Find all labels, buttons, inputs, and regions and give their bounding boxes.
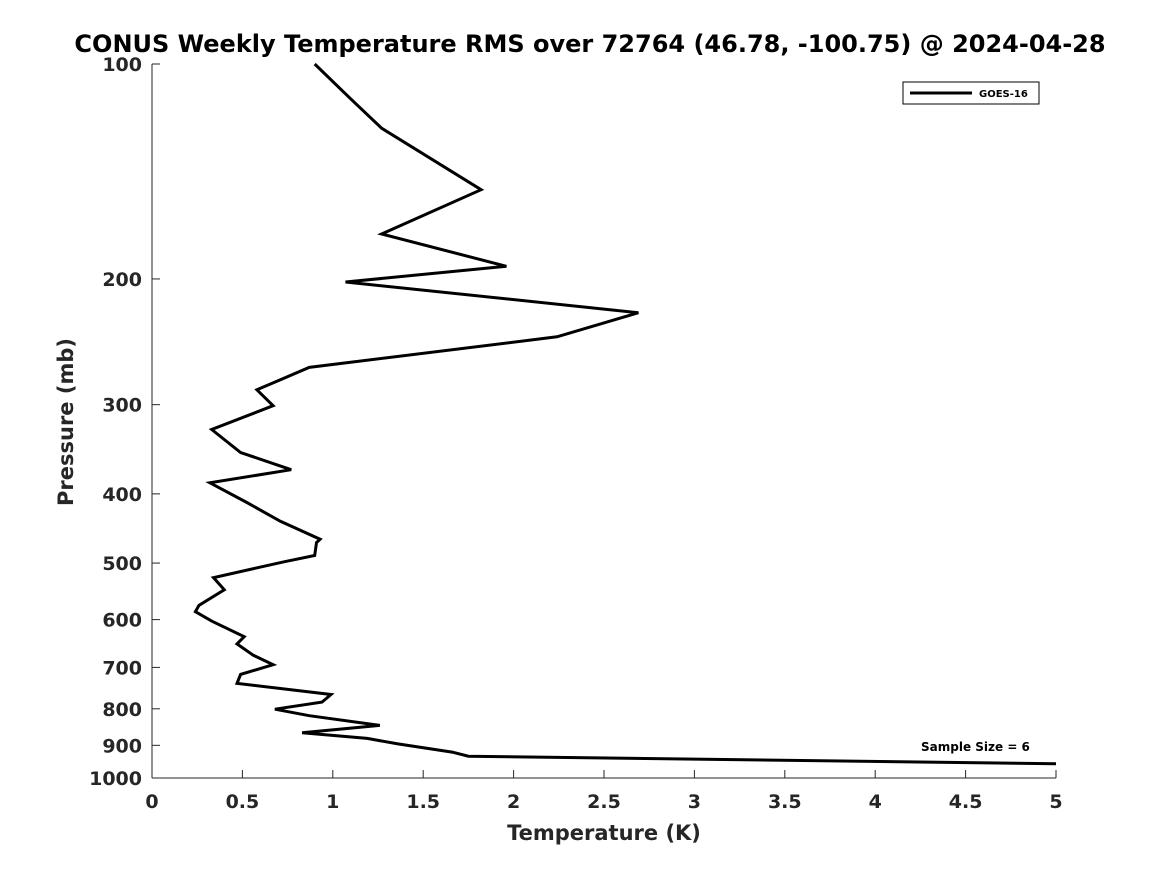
legend-label-goes16: GOES-16 bbox=[979, 89, 1028, 100]
y-tick-label: 500 bbox=[102, 553, 142, 575]
y-tick-label: 700 bbox=[102, 657, 142, 679]
y-tick-label: 200 bbox=[102, 269, 142, 291]
y-tick-label: 300 bbox=[102, 395, 142, 417]
x-tick-label: 3 bbox=[688, 791, 701, 813]
x-tick-label: 0.5 bbox=[226, 791, 260, 813]
x-tick-label: 1 bbox=[326, 791, 339, 813]
y-tick-label: 800 bbox=[102, 699, 142, 721]
y-tick-label: 600 bbox=[102, 610, 142, 632]
x-tick-label: 4.5 bbox=[949, 791, 983, 813]
y-tick-label: 400 bbox=[102, 484, 142, 506]
series-line-goes-16 bbox=[193, 62, 1057, 766]
legend: GOES-16 bbox=[902, 81, 1040, 105]
x-axis-label: Temperature (K) bbox=[507, 821, 701, 845]
sample-size-annotation: Sample Size = 6 bbox=[921, 740, 1030, 754]
y-tick-label: 900 bbox=[102, 735, 142, 757]
x-tick-label: 3.5 bbox=[768, 791, 802, 813]
y-tick-label: 100 bbox=[102, 54, 142, 76]
chart-title: CONUS Weekly Temperature RMS over 72764 … bbox=[74, 30, 1105, 58]
y-axis-ticks: 100 200 300 400 500 600 700 800 900 1000 bbox=[89, 54, 160, 790]
x-tick-label: 1.5 bbox=[406, 791, 440, 813]
series-lines bbox=[193, 62, 1057, 766]
x-tick-label: 0 bbox=[145, 791, 158, 813]
y-tick-label: 1000 bbox=[89, 768, 142, 790]
y-axis-label: Pressure (mb) bbox=[54, 338, 78, 506]
x-axis-ticks: 0 0.5 1 1.5 2 2.5 3 3.5 4 4.5 5 bbox=[145, 770, 1063, 813]
axes bbox=[151, 64, 1056, 779]
x-tick-label: 2.5 bbox=[587, 791, 621, 813]
x-tick-label: 2 bbox=[507, 791, 520, 813]
x-tick-label: 4 bbox=[869, 791, 882, 813]
x-tick-label: 5 bbox=[1049, 791, 1062, 813]
